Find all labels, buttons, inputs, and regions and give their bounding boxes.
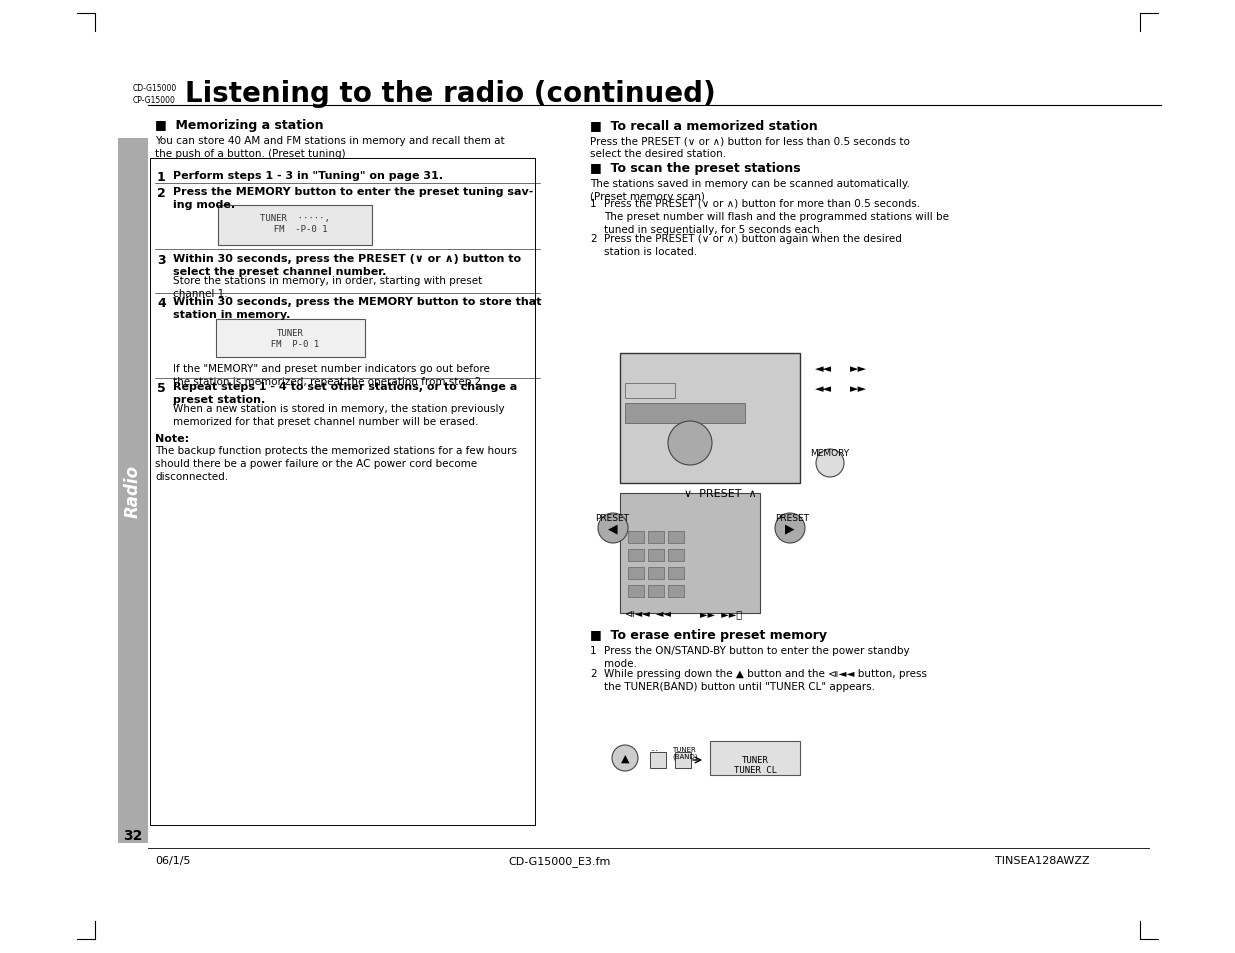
Circle shape bbox=[598, 514, 629, 543]
Text: If the "MEMORY" and preset number indicators go out before
the station is memori: If the "MEMORY" and preset number indica… bbox=[173, 364, 490, 387]
Text: ■  To scan the preset stations: ■ To scan the preset stations bbox=[590, 162, 800, 174]
Text: ◀: ◀ bbox=[608, 522, 618, 535]
Text: TINSEA128AWZZ: TINSEA128AWZZ bbox=[995, 855, 1091, 865]
Bar bbox=[620, 494, 760, 614]
Bar bbox=[710, 741, 800, 775]
Text: ■  To recall a memorized station: ■ To recall a memorized station bbox=[590, 119, 818, 132]
Circle shape bbox=[776, 514, 805, 543]
Bar bbox=[625, 403, 745, 423]
Text: ◄◄: ◄◄ bbox=[815, 364, 832, 374]
Text: 5: 5 bbox=[157, 381, 165, 395]
Text: 1: 1 bbox=[590, 199, 597, 209]
Text: ►►: ►► bbox=[850, 384, 867, 394]
Text: ▶: ▶ bbox=[785, 522, 795, 535]
Bar bbox=[668, 532, 684, 543]
Bar bbox=[629, 567, 643, 579]
Text: Listening to the radio (continued): Listening to the radio (continued) bbox=[185, 80, 716, 108]
Text: TUNER
  FM  P-0 1: TUNER FM P-0 1 bbox=[261, 329, 320, 349]
Text: Press the PRESET (∨ or ∧) button for less than 0.5 seconds to
select the desired: Press the PRESET (∨ or ∧) button for les… bbox=[590, 136, 910, 159]
Text: 3: 3 bbox=[157, 253, 165, 267]
Text: TUNER  ·····,
  FM  -P-0 1: TUNER ·····, FM -P-0 1 bbox=[261, 214, 330, 233]
Circle shape bbox=[668, 421, 713, 465]
Text: 06/1/5: 06/1/5 bbox=[156, 855, 190, 865]
Bar bbox=[648, 532, 664, 543]
Text: ⧏◄◄  ◄◄: ⧏◄◄ ◄◄ bbox=[625, 608, 671, 618]
Text: 1: 1 bbox=[590, 645, 597, 656]
Text: PRESET: PRESET bbox=[595, 514, 629, 522]
FancyBboxPatch shape bbox=[216, 319, 366, 357]
Bar bbox=[668, 567, 684, 579]
Text: Within 30 seconds, press the MEMORY button to store that
station in memory.: Within 30 seconds, press the MEMORY butt… bbox=[173, 296, 541, 320]
FancyBboxPatch shape bbox=[219, 206, 372, 246]
Text: TUNER
TUNER CL: TUNER TUNER CL bbox=[734, 755, 777, 775]
Text: Note:: Note: bbox=[156, 434, 189, 443]
Bar bbox=[149, 159, 535, 825]
Text: The backup function protects the memorized stations for a few hours
should there: The backup function protects the memoriz… bbox=[156, 446, 517, 482]
Text: PRESET: PRESET bbox=[776, 514, 809, 522]
Text: Press the MEMORY button to enter the preset tuning sav-
ing mode.: Press the MEMORY button to enter the pre… bbox=[173, 187, 534, 210]
Text: 2: 2 bbox=[590, 233, 597, 244]
Text: Radio: Radio bbox=[124, 464, 142, 517]
Text: You can store 40 AM and FM stations in memory and recall them at
the push of a b: You can store 40 AM and FM stations in m… bbox=[156, 136, 505, 159]
Text: ▲: ▲ bbox=[621, 753, 630, 763]
Bar bbox=[119, 139, 148, 843]
Text: ···: ··· bbox=[650, 746, 658, 755]
Text: 2: 2 bbox=[157, 187, 165, 200]
Bar bbox=[629, 585, 643, 598]
Text: Press the ON/STAND-BY button to enter the power standby
mode.: Press the ON/STAND-BY button to enter th… bbox=[604, 645, 910, 668]
Bar bbox=[629, 532, 643, 543]
Text: 1: 1 bbox=[157, 171, 165, 184]
Text: CD-G15000_E3.fm: CD-G15000_E3.fm bbox=[509, 855, 611, 866]
Bar bbox=[629, 550, 643, 561]
Text: ■  To erase entire preset memory: ■ To erase entire preset memory bbox=[590, 628, 827, 641]
Text: Within 30 seconds, press the PRESET (∨ or ∧) button to
select the preset channel: Within 30 seconds, press the PRESET (∨ o… bbox=[173, 253, 521, 277]
Bar bbox=[648, 585, 664, 598]
Text: ◄◄: ◄◄ bbox=[815, 384, 832, 394]
Text: The stations saved in memory can be scanned automatically.
(Preset memory scan): The stations saved in memory can be scan… bbox=[590, 179, 910, 202]
Text: 4: 4 bbox=[157, 296, 165, 310]
Bar bbox=[620, 354, 800, 483]
Circle shape bbox=[816, 450, 844, 477]
Text: ∨  PRESET  ∧: ∨ PRESET ∧ bbox=[684, 489, 756, 498]
Text: ■  Memorizing a station: ■ Memorizing a station bbox=[156, 119, 324, 132]
Text: Press the PRESET (∨ or ∧) button again when the desired
station is located.: Press the PRESET (∨ or ∧) button again w… bbox=[604, 233, 902, 257]
Text: While pressing down the ▲ button and the ⧏◄◄ button, press
the TUNER(BAND) butto: While pressing down the ▲ button and the… bbox=[604, 668, 927, 692]
Text: Store the stations in memory, in order, starting with preset
channel 1.: Store the stations in memory, in order, … bbox=[173, 275, 482, 299]
Text: ►►: ►► bbox=[850, 364, 867, 374]
Bar bbox=[668, 550, 684, 561]
Text: TUNER
(BAND): TUNER (BAND) bbox=[672, 746, 698, 760]
Text: Press the PRESET (∨ or ∧) button for more than 0.5 seconds.
The preset number wi: Press the PRESET (∨ or ∧) button for mor… bbox=[604, 199, 948, 235]
Text: 32: 32 bbox=[124, 828, 143, 842]
Text: Perform steps 1 - 3 in "Tuning" on page 31.: Perform steps 1 - 3 in "Tuning" on page … bbox=[173, 171, 443, 181]
Text: Repeat steps 1 - 4 to set other stations, or to change a
preset station.: Repeat steps 1 - 4 to set other stations… bbox=[173, 381, 517, 405]
Text: MEMORY: MEMORY bbox=[810, 449, 850, 457]
Bar bbox=[648, 550, 664, 561]
Text: When a new station is stored in memory, the station previously
memorized for tha: When a new station is stored in memory, … bbox=[173, 403, 505, 427]
Bar bbox=[676, 752, 692, 768]
Bar bbox=[625, 384, 676, 398]
Text: 2: 2 bbox=[590, 668, 597, 679]
Bar bbox=[650, 752, 666, 768]
Text: ►►  ►►⫸: ►► ►►⫸ bbox=[700, 608, 742, 618]
Bar bbox=[648, 567, 664, 579]
Circle shape bbox=[613, 745, 638, 771]
Bar bbox=[668, 585, 684, 598]
Text: CD-G15000
CP-G15000: CD-G15000 CP-G15000 bbox=[133, 84, 178, 105]
